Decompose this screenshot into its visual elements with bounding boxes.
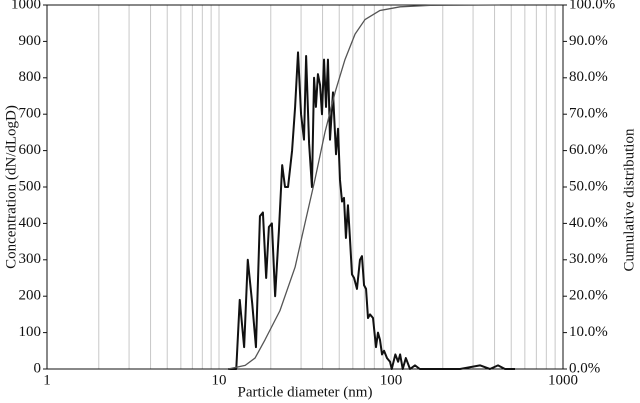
y-tick-label: 900 (19, 33, 42, 49)
y2-tick-label: 100.0% (569, 0, 615, 12)
x-axis-title: Particle diameter (nm) (238, 384, 373, 400)
y-tick-label: 1000 (11, 0, 41, 12)
y2-tick-label: 20.0% (569, 288, 608, 304)
y2-tick-label: 10.0% (569, 324, 608, 340)
y-axis-title: Concentration (dN/dLogD) (3, 105, 19, 269)
y-tick-label: 500 (19, 178, 42, 194)
y2-tick-label: 90.0% (569, 33, 608, 49)
y-tick-label: 800 (19, 69, 42, 85)
y-tick-label: 300 (19, 251, 42, 267)
y2-tick-label: 0.0% (569, 360, 600, 376)
plot-frame (46, 4, 564, 370)
y2-tick-label: 40.0% (569, 215, 608, 231)
data-line (228, 51, 516, 370)
y-tick-label: 600 (19, 142, 42, 158)
y-tick-label: 400 (19, 215, 42, 231)
y2-tick-label: 50.0% (569, 178, 608, 194)
x-tick-label: 1 (43, 372, 51, 388)
data-line (227, 4, 500, 370)
x-tick-label: 1000 (548, 372, 578, 388)
y-tick-label: 700 (19, 106, 42, 122)
y2-axis-title: Cumulative distribution (621, 128, 637, 271)
y2-tick-label: 30.0% (569, 251, 608, 267)
y2-tick-label: 60.0% (569, 142, 608, 158)
x-tick-label: 10 (212, 372, 227, 388)
x-tick-label: 100 (380, 372, 403, 388)
y-tick-label: 200 (19, 288, 42, 304)
y2-tick-label: 80.0% (569, 69, 608, 85)
y2-tick-label: 70.0% (569, 106, 608, 122)
y-tick-label: 100 (19, 324, 42, 340)
y-tick-label: 0 (34, 360, 42, 376)
